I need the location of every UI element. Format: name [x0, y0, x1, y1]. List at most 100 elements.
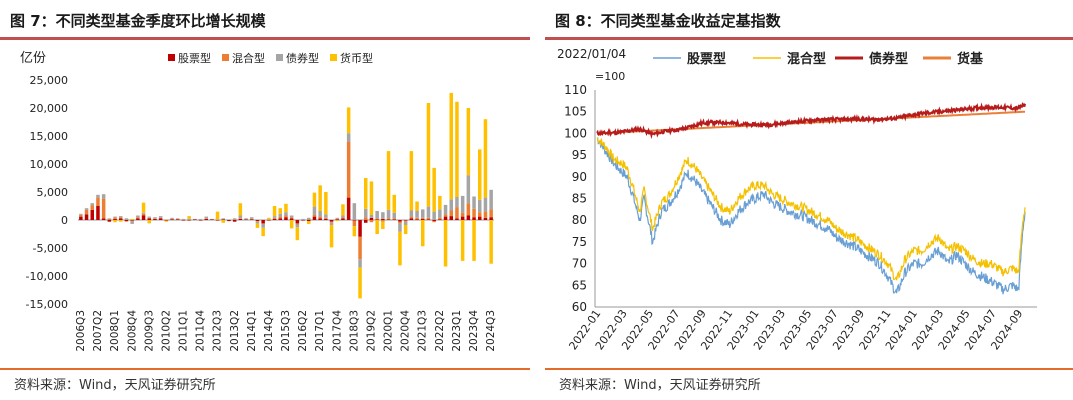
bar-segment: [295, 227, 300, 241]
bar-segment: [415, 219, 419, 220]
bar-segment: [232, 219, 237, 220]
bar-segment: [107, 218, 112, 219]
bar-segment: [113, 220, 117, 223]
bar-segment: [460, 216, 465, 220]
bar-segment: [398, 221, 402, 224]
x-tick-label: 2020Q4: [400, 310, 412, 352]
bar-segment: [449, 92, 453, 200]
y-tick-label: 90: [572, 170, 587, 184]
bar-segment: [153, 218, 157, 220]
bar-segment: [409, 210, 414, 217]
bar-segment: [329, 222, 334, 225]
bar-segment: [284, 215, 288, 218]
bar-segment: [295, 224, 300, 228]
bar-segment: [164, 219, 169, 220]
bar-segment: [352, 226, 357, 237]
bar-segment: [147, 216, 151, 218]
bar-segment: [307, 219, 311, 220]
bar-segment: [449, 210, 453, 217]
bar-segment: [318, 185, 322, 212]
bar-segment: [278, 218, 282, 220]
bar-segment: [90, 203, 94, 206]
bar-segment: [295, 220, 300, 224]
bar-segment: [289, 220, 294, 229]
bar-segment: [193, 219, 197, 220]
bar-segment: [403, 221, 408, 226]
bar-segment: [193, 218, 197, 220]
y-tick-label: 85: [572, 192, 587, 206]
bar-segment: [307, 220, 311, 222]
bar-segment: [478, 199, 482, 213]
bar-segment: [250, 218, 254, 220]
x-tick-label: 2016Q2: [297, 310, 309, 352]
y-tick-label: 20,000: [30, 102, 69, 115]
legend-swatch: [168, 54, 175, 61]
bar-segment: [375, 220, 379, 234]
y-unit-label: 亿份: [20, 51, 46, 66]
x-tick-label: 2021Q3: [417, 310, 429, 352]
bar-segment: [101, 198, 106, 219]
bar-segment: [272, 216, 277, 218]
bar-segment: [119, 218, 123, 220]
bar-segment: [409, 216, 414, 219]
bar-segment: [426, 103, 431, 207]
bar-segment: [84, 214, 89, 220]
x-tick-label: 2011Q1: [178, 310, 190, 352]
bar-segment: [312, 215, 317, 217]
bar-segment: [352, 220, 357, 227]
bar-segment: [272, 218, 277, 220]
bar-segment: [438, 209, 442, 218]
bar-segment: [278, 213, 282, 217]
series-line-stock: [596, 137, 1026, 295]
bar-segment: [426, 217, 431, 220]
y-tick-label: -5,000: [33, 242, 68, 255]
bar-segment: [426, 219, 431, 220]
legend-label: 债券型: [869, 51, 908, 67]
bar-segment: [449, 216, 453, 220]
x-tick-label: 2006Q3: [75, 310, 87, 352]
bar-segment: [346, 133, 351, 142]
y-tick-label: 110: [564, 83, 587, 97]
bar-segment: [483, 217, 488, 220]
bar-segment: [364, 178, 368, 209]
bar-segment: [272, 217, 277, 219]
bar-segment: [130, 220, 134, 222]
bar-segment: [284, 203, 288, 213]
bar-segment: [415, 211, 419, 218]
bar-segment: [438, 219, 442, 220]
x-tick-label: 2008Q1: [109, 310, 121, 352]
bar-segment: [443, 214, 448, 217]
bar-segment: [483, 119, 488, 198]
bar-segment: [409, 151, 414, 211]
bar-segment: [170, 218, 174, 220]
x-tick-label: 2019Q2: [365, 310, 377, 352]
bar-segment: [375, 218, 379, 220]
bar-segment: [358, 259, 362, 268]
bar-segment: [113, 216, 117, 218]
left-source: 资料来源：Wind，天风证券研究所: [14, 378, 216, 393]
bar-segment: [364, 208, 368, 218]
bar-segment: [386, 218, 391, 220]
bar-segment: [232, 220, 237, 222]
bar-segment: [255, 221, 260, 222]
bar-segment: [443, 220, 448, 267]
bar-segment: [158, 217, 163, 219]
right-panel: 图 8：不同类型基金收益定基指数 2022/01/04 =100 股票型 混合型 债券型…: [545, 0, 1073, 400]
bar-segment: [261, 227, 265, 237]
bar-segment: [346, 107, 351, 134]
legend-label: 股票型: [687, 51, 726, 67]
bar-segment: [170, 217, 174, 219]
bar-segment: [335, 217, 339, 219]
bar-segment: [119, 220, 123, 222]
bar-segment: [432, 211, 436, 220]
bar-segment: [432, 167, 436, 212]
bar-segment: [398, 231, 402, 266]
bar-segment: [141, 215, 146, 220]
bar-segment: [136, 217, 140, 219]
legend-label: 货基: [957, 51, 984, 67]
x-tick-label: 2024Q3: [485, 310, 497, 352]
x-tick-label: 2012Q3: [212, 310, 224, 352]
legend-label: 货币型: [340, 51, 373, 65]
bar-segment: [432, 220, 436, 222]
bar-segment: [421, 217, 425, 219]
